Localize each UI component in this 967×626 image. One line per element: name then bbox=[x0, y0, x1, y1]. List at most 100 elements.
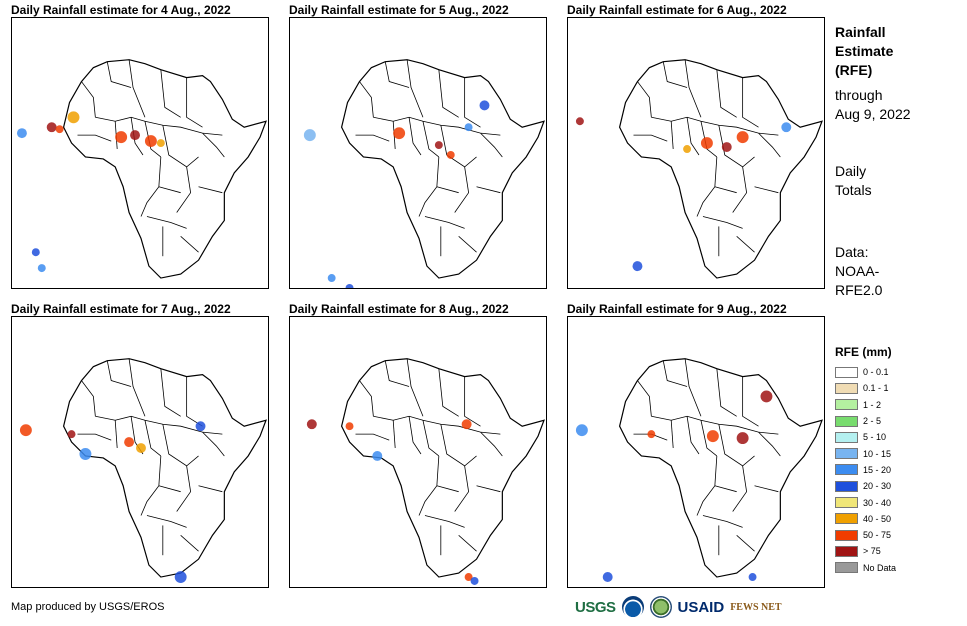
legend-swatch bbox=[835, 415, 858, 427]
country-border bbox=[158, 186, 181, 194]
rainfall-cluster bbox=[130, 130, 140, 141]
country-border bbox=[392, 420, 396, 449]
country-border bbox=[418, 156, 440, 217]
rainfall-cluster bbox=[575, 424, 588, 437]
rainfall-cluster bbox=[174, 571, 187, 583]
rainfall-cluster bbox=[67, 111, 80, 124]
map-credit: Map produced by USGS/EROS bbox=[11, 601, 165, 613]
country-border bbox=[77, 134, 112, 142]
country-border bbox=[651, 116, 779, 136]
rainfall-cluster bbox=[647, 430, 656, 439]
logo-strip: USGS USAID FEWS NET bbox=[575, 594, 782, 620]
through-date: through Aug 9, 2022 bbox=[835, 86, 911, 124]
rainfall-cluster bbox=[31, 248, 40, 257]
rainfall-cluster bbox=[124, 437, 135, 448]
africa-map bbox=[289, 316, 547, 588]
legend-swatch bbox=[835, 545, 858, 557]
country-border bbox=[424, 515, 465, 528]
data-line: RFE2.0 bbox=[835, 282, 883, 298]
country-border bbox=[718, 125, 755, 168]
rainfall-cluster bbox=[16, 128, 27, 139]
country-border bbox=[758, 132, 781, 158]
rfe-title-line: Rainfall bbox=[835, 24, 886, 40]
country-border bbox=[464, 77, 481, 128]
legend-swatch bbox=[835, 480, 858, 492]
rainfall-cluster bbox=[760, 390, 773, 403]
legend-item: 30 - 40 bbox=[835, 494, 960, 510]
legend-label: 50 - 75 bbox=[863, 530, 892, 541]
country-border bbox=[373, 116, 501, 136]
usaid-logo: USAID bbox=[677, 598, 725, 616]
data-line: NOAA- bbox=[835, 263, 880, 279]
legend-title: RFE (mm) bbox=[835, 345, 892, 359]
rainfall-cluster bbox=[602, 572, 613, 582]
country-border bbox=[140, 156, 162, 217]
country-border bbox=[160, 368, 181, 417]
rainfall-cluster bbox=[393, 127, 406, 140]
country-border bbox=[436, 186, 459, 194]
usgs-logo: USGS bbox=[575, 598, 616, 616]
country-border bbox=[176, 465, 192, 512]
data-line: Data: bbox=[835, 244, 869, 260]
africa-outline bbox=[618, 358, 823, 578]
legend-item: 5 - 10 bbox=[835, 429, 960, 445]
country-border bbox=[651, 415, 779, 435]
rainfall-cluster bbox=[46, 122, 57, 133]
legend-swatch bbox=[835, 448, 858, 460]
daily-line: Totals bbox=[835, 182, 872, 198]
country-border bbox=[422, 121, 440, 158]
legend-label: 5 - 10 bbox=[863, 432, 887, 443]
legend-label: 0.1 - 1 bbox=[863, 383, 889, 394]
rainfall-cluster bbox=[19, 424, 32, 437]
map-canvas bbox=[303, 59, 545, 288]
rainfall-cluster bbox=[736, 432, 749, 445]
country-border bbox=[716, 368, 737, 417]
country-border bbox=[702, 216, 743, 229]
country-border bbox=[754, 485, 779, 493]
country-border bbox=[186, 77, 203, 128]
legend-swatch bbox=[835, 513, 858, 525]
country-border bbox=[202, 132, 225, 158]
map-canvas bbox=[19, 358, 267, 583]
legend-item: > 75 bbox=[835, 543, 960, 559]
daily-line: Daily bbox=[835, 163, 867, 179]
country-border bbox=[140, 455, 162, 516]
legend-item: 20 - 30 bbox=[835, 478, 960, 494]
country-border bbox=[128, 358, 146, 417]
legend-label: 1 - 2 bbox=[863, 399, 882, 410]
country-border bbox=[384, 360, 410, 387]
panel-title: Daily Rainfall estimate for 5 Aug., 2022 bbox=[289, 3, 509, 17]
map-canvas bbox=[575, 358, 823, 582]
country-border bbox=[438, 368, 459, 417]
country-border bbox=[718, 424, 755, 467]
country-border bbox=[176, 166, 192, 213]
country-border bbox=[732, 166, 748, 213]
legend-label: 10 - 15 bbox=[863, 448, 892, 459]
country-border bbox=[464, 376, 481, 427]
country-border bbox=[736, 236, 755, 253]
country-border bbox=[440, 424, 477, 467]
noaa-logo bbox=[621, 596, 644, 618]
country-border bbox=[480, 132, 503, 158]
africa-outline bbox=[618, 59, 823, 279]
country-border bbox=[130, 117, 144, 156]
country-border bbox=[158, 485, 181, 493]
rainfall-cluster bbox=[345, 422, 354, 431]
country-border bbox=[81, 81, 96, 118]
country-border bbox=[146, 216, 187, 229]
country-border bbox=[373, 415, 501, 435]
rainfall-cluster bbox=[327, 274, 336, 282]
rainfall-cluster bbox=[446, 151, 455, 159]
country-border bbox=[114, 420, 118, 449]
rainfall-cluster bbox=[781, 122, 792, 133]
rfe-title-line: (RFE) bbox=[835, 62, 873, 78]
rainfall-cluster bbox=[748, 573, 757, 581]
rainfall-cluster bbox=[706, 430, 719, 443]
country-border bbox=[732, 465, 748, 512]
country-border bbox=[406, 358, 424, 417]
rfe-legend: RFE (mm) 0 - 0.1 0.1 - 1 1 - 2 2 - 5 5 - 10 1… bbox=[835, 345, 960, 576]
map-canvas bbox=[575, 59, 823, 279]
country-border bbox=[198, 186, 223, 194]
country-border bbox=[424, 216, 465, 229]
africa-map bbox=[567, 316, 825, 588]
